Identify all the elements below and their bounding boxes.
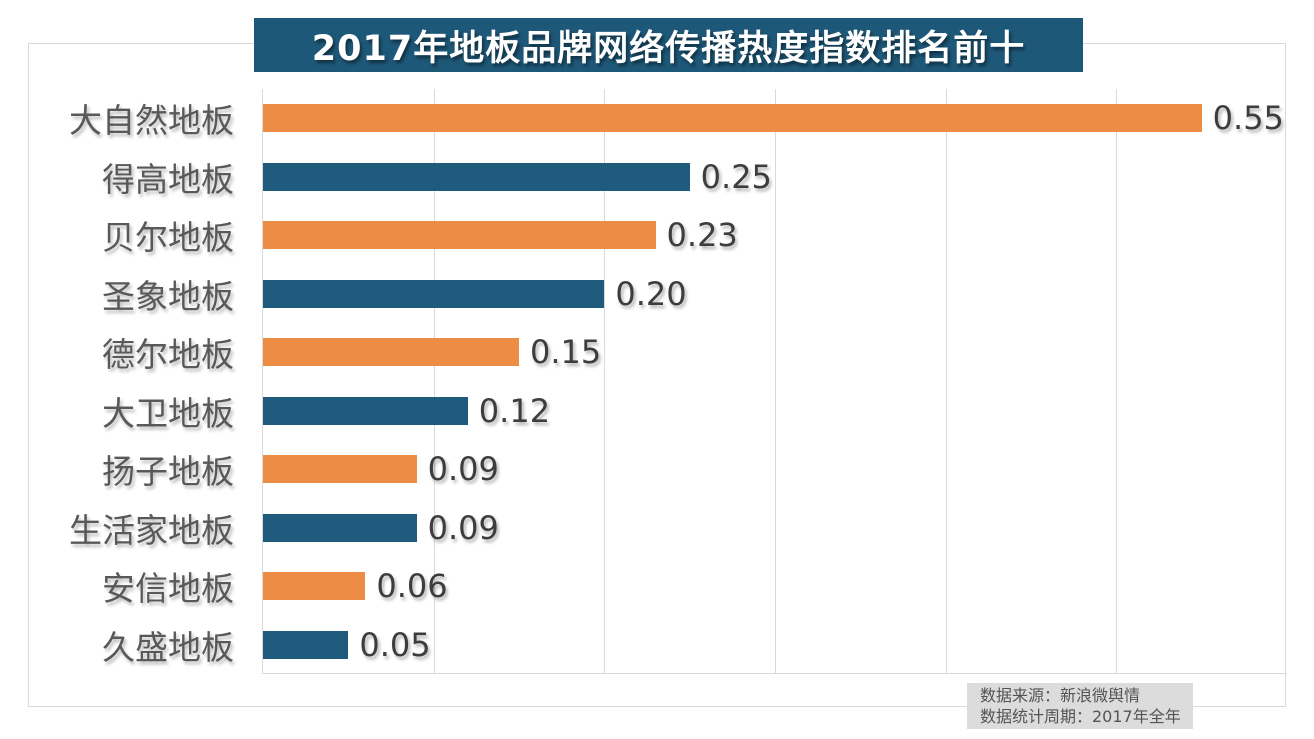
category-label: 大自然地板 bbox=[69, 101, 234, 141]
bar bbox=[263, 104, 1202, 133]
bar bbox=[263, 221, 656, 250]
bar-row: 0.20 bbox=[263, 265, 1287, 324]
bar-row: 0.23 bbox=[263, 206, 1287, 265]
value-label: 0.15 bbox=[530, 333, 602, 372]
bar-row: 0.09 bbox=[263, 499, 1287, 558]
gridline bbox=[1116, 89, 1118, 673]
bar bbox=[263, 162, 690, 191]
bar bbox=[263, 396, 468, 425]
bar bbox=[263, 630, 349, 659]
bar bbox=[263, 513, 417, 542]
bar-row: 0.15 bbox=[263, 323, 1287, 382]
bar-row: 0.09 bbox=[263, 440, 1287, 499]
category-label: 德尔地板 bbox=[102, 335, 234, 375]
gridline bbox=[433, 89, 435, 673]
source-note-line1: 数据来源：新浪微舆情 bbox=[980, 686, 1141, 705]
bar bbox=[263, 572, 366, 601]
chart-title-banner: 2017年地板品牌网络传播热度指数排名前十 bbox=[254, 18, 1083, 72]
value-label: 0.23 bbox=[666, 216, 738, 255]
bar bbox=[263, 279, 605, 308]
gridline bbox=[604, 89, 606, 673]
category-label: 久盛地板 bbox=[102, 627, 234, 667]
bar-row: 0.12 bbox=[263, 382, 1287, 441]
category-label: 圣象地板 bbox=[102, 276, 234, 316]
category-label: 生活家地板 bbox=[69, 510, 234, 550]
category-axis: 大自然地板得高地板贝尔地板圣象地板德尔地板大卫地板扬子地板生活家地板安信地板久盛… bbox=[0, 89, 246, 674]
chart-title: 2017年地板品牌网络传播热度指数排名前十 bbox=[311, 28, 1026, 69]
bar-row: 0.25 bbox=[263, 148, 1287, 207]
value-label: 0.12 bbox=[478, 391, 551, 430]
category-label: 安信地板 bbox=[102, 569, 234, 609]
source-note: 数据来源：新浪微舆情 数据统计周期：2017年全年 bbox=[967, 683, 1193, 729]
value-label: 0.25 bbox=[700, 157, 772, 196]
bar bbox=[263, 455, 417, 484]
bar-row: 0.06 bbox=[263, 557, 1287, 616]
plot-area: 0.55 0.25 0.23 0.20 0.15 0.12 0.09 0.09 0.06 0.05 bbox=[262, 89, 1287, 674]
category-label: 扬子地板 bbox=[102, 452, 234, 492]
bar-row: 0.55 bbox=[263, 89, 1287, 148]
value-label: 0.05 bbox=[359, 625, 431, 664]
category-label: 大卫地板 bbox=[102, 393, 234, 433]
value-label: 0.06 bbox=[376, 567, 448, 606]
gridline bbox=[775, 89, 776, 673]
value-label: 0.09 bbox=[427, 450, 499, 489]
bar-row: 0.05 bbox=[263, 616, 1287, 675]
value-label: 0.09 bbox=[427, 508, 499, 547]
value-label: 0.20 bbox=[615, 274, 687, 313]
category-label: 贝尔地板 bbox=[102, 218, 234, 258]
bar bbox=[263, 338, 519, 367]
chart-frame bbox=[28, 43, 1286, 707]
source-note-line2: 数据统计周期：2017年全年 bbox=[980, 707, 1181, 726]
gridline bbox=[945, 89, 947, 673]
value-label: 0.55 bbox=[1212, 99, 1284, 138]
category-label: 得高地板 bbox=[102, 159, 234, 199]
